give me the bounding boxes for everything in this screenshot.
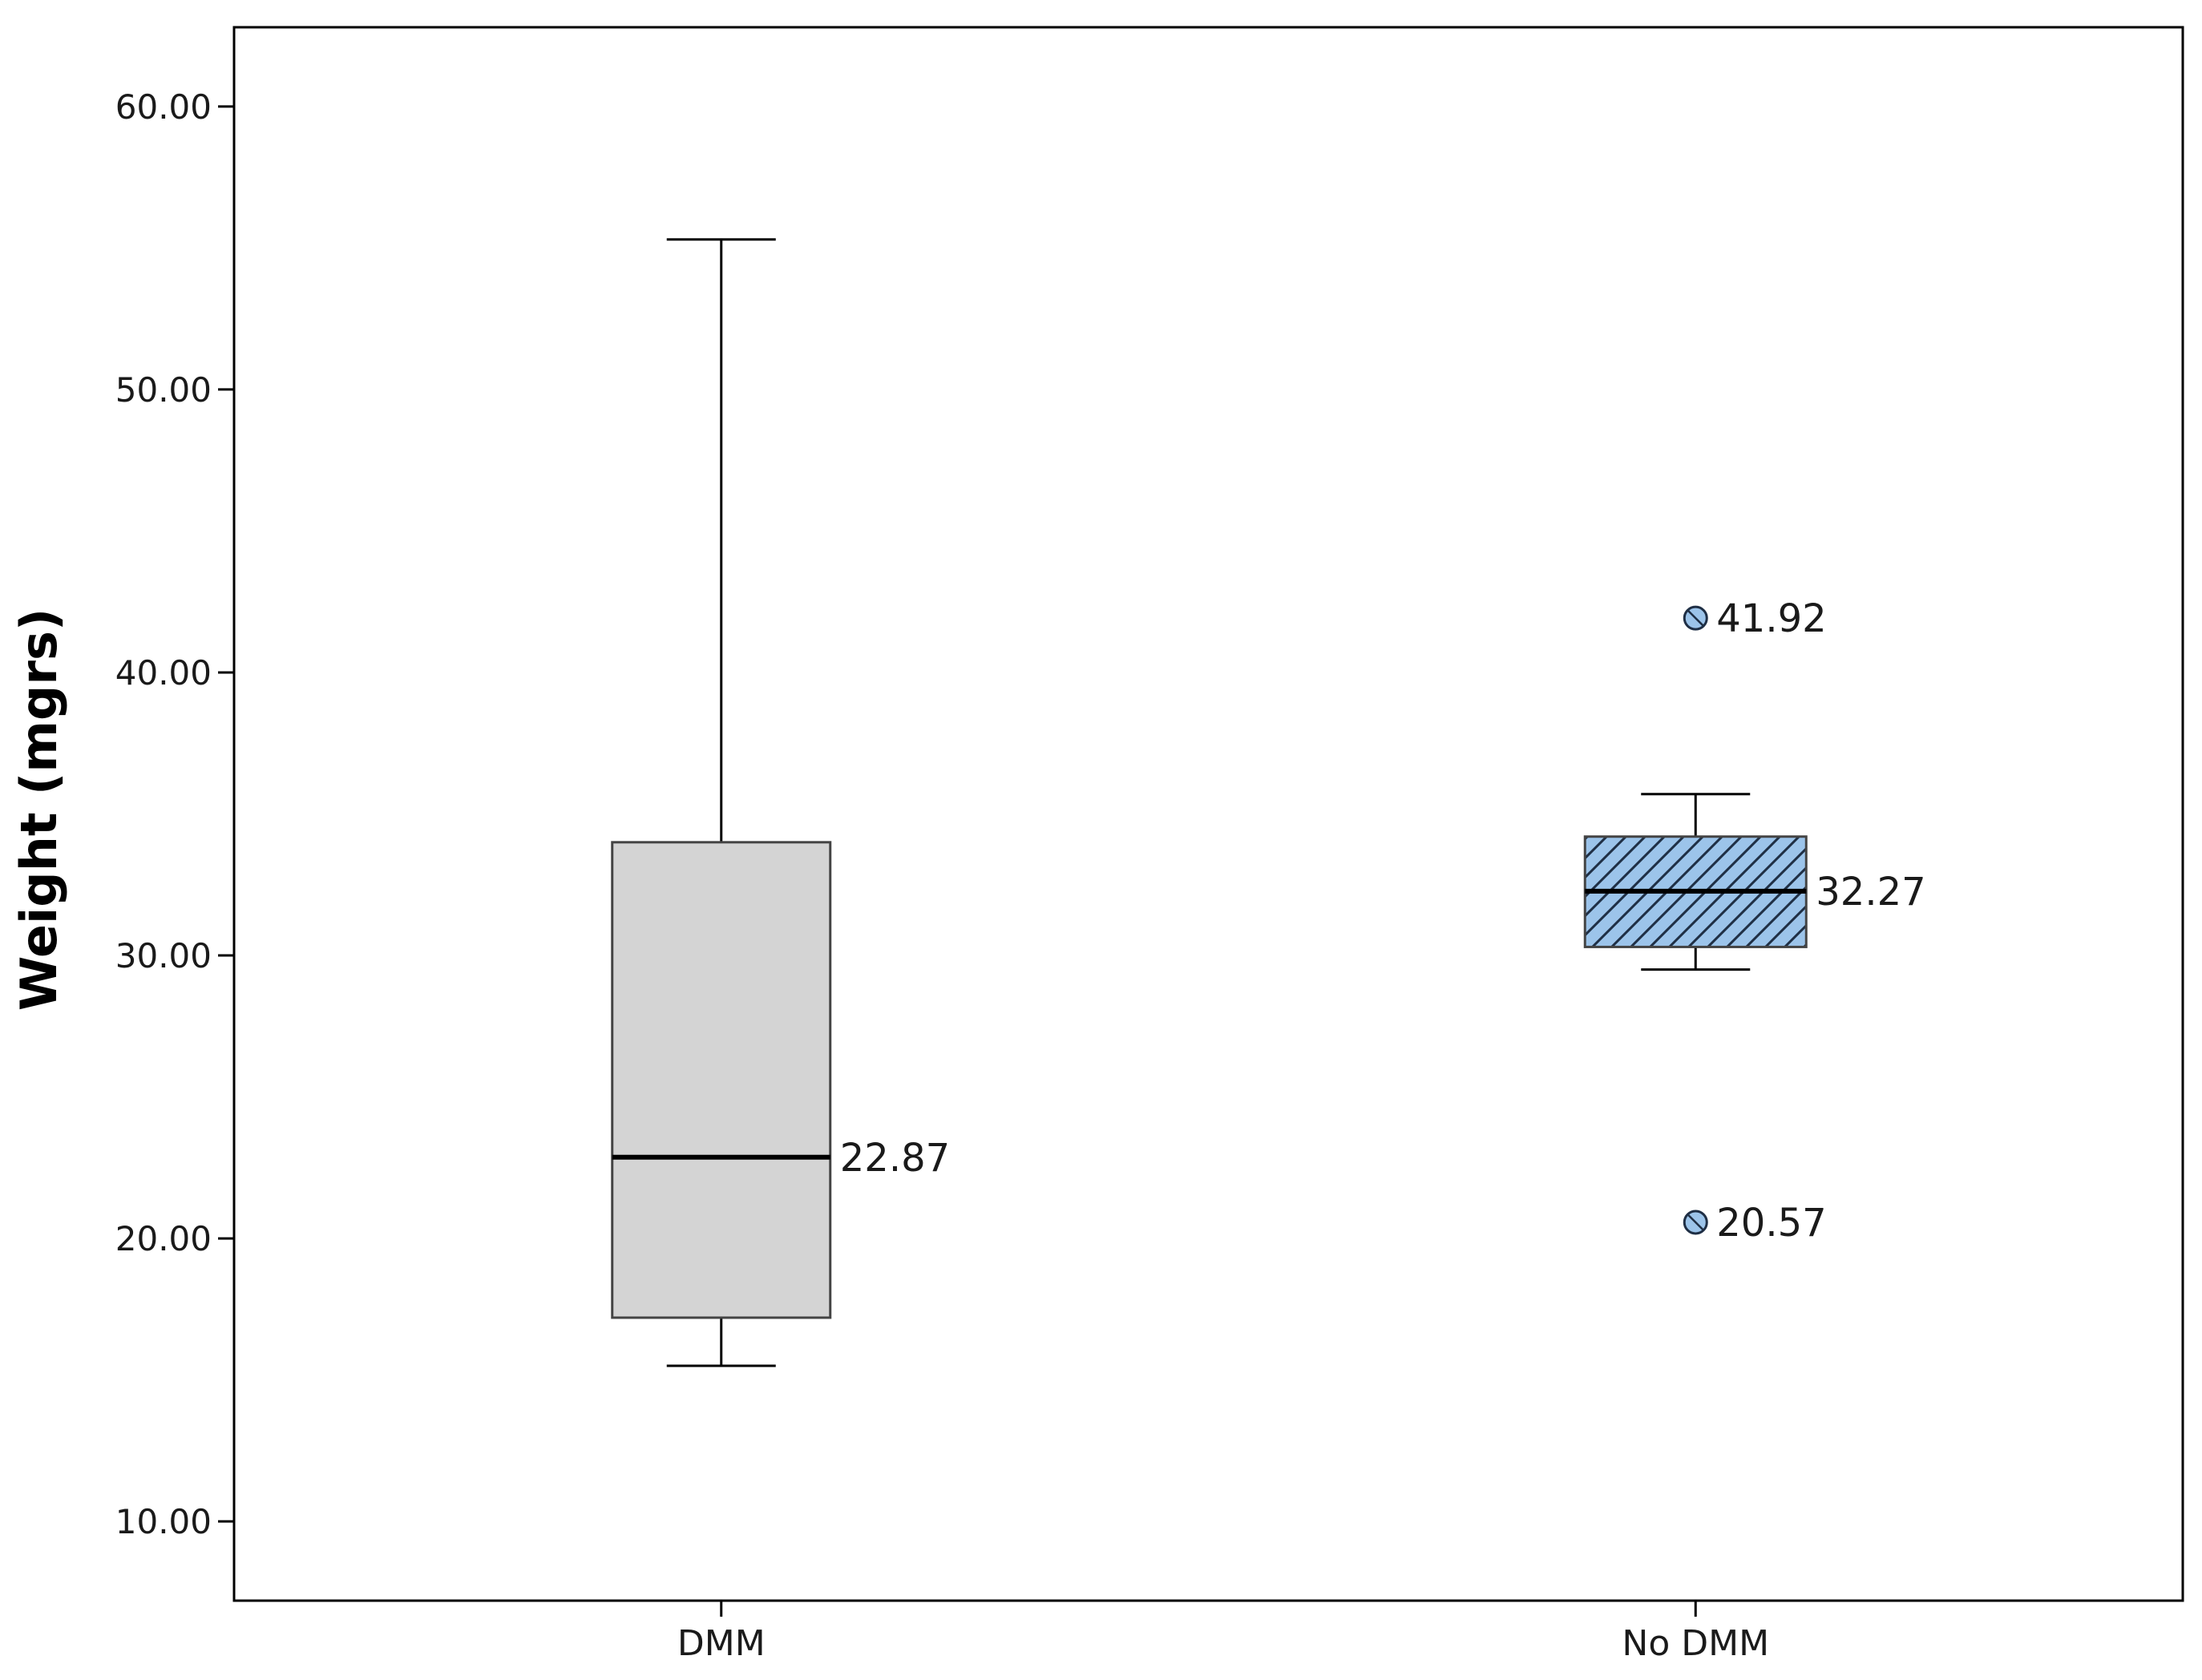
x-axis: DMM No DMM [677,1601,1769,1664]
plot-frame [232,26,2184,1602]
outlier-label: 20.57 [1716,1201,1826,1246]
median-label: 32.27 [1816,870,1925,915]
y-axis: 10.00 20.00 30.00 40.00 50.00 60.00 [115,87,234,1541]
y-tick-label: 10.00 [115,1502,212,1541]
y-tick-label: 30.00 [115,936,212,975]
y-tick-label: 50.00 [115,370,212,410]
y-tick-label: 60.00 [115,87,212,127]
x-tick-label: DMM [677,1623,766,1664]
outlier-hatch [1687,1214,1704,1230]
y-axis-title: Weight (mgrs) [10,608,68,1011]
median-label: 22.87 [840,1136,950,1181]
y-tick-label: 20.00 [115,1219,212,1258]
outlier-label: 41.92 [1716,596,1826,641]
x-tick-label: No DMM [1622,1623,1769,1664]
box-iqr [611,841,832,1319]
y-tick-label: 40.00 [115,653,212,693]
boxes: 22.87 32.27 41.92 20.57 [611,238,1926,1367]
outlier-hatch [1687,610,1704,627]
